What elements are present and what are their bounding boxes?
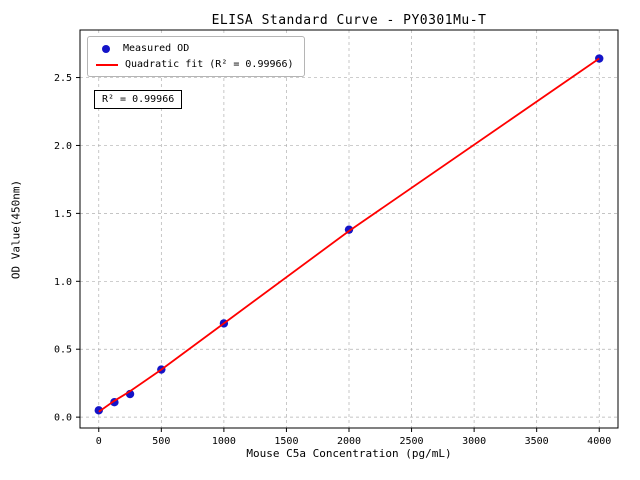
legend-label-fit: Quadratic fit (R² = 0.99966) xyxy=(125,59,294,70)
svg-text:0.5: 0.5 xyxy=(54,345,72,356)
x-axis-label: Mouse C5a Concentration (pg/mL) xyxy=(246,447,452,460)
svg-text:2.5: 2.5 xyxy=(54,73,72,84)
svg-text:2.0: 2.0 xyxy=(54,141,72,152)
svg-text:1500: 1500 xyxy=(274,436,298,447)
svg-text:3500: 3500 xyxy=(525,436,549,447)
legend: Measured OD Quadratic fit (R² = 0.99966) xyxy=(87,36,305,77)
svg-text:0: 0 xyxy=(96,436,102,447)
legend-marker-fit-icon xyxy=(96,63,118,66)
legend-item-measured: Measured OD xyxy=(96,43,294,54)
svg-text:4000: 4000 xyxy=(587,436,611,447)
svg-text:500: 500 xyxy=(152,436,170,447)
chart-title: ELISA Standard Curve - PY0301Mu-T xyxy=(211,13,487,28)
svg-text:2500: 2500 xyxy=(400,436,424,447)
legend-marker-measured-icon xyxy=(102,44,110,53)
y-axis-label: OD Value(450nm) xyxy=(9,179,23,280)
svg-text:1.0: 1.0 xyxy=(54,277,72,288)
svg-text:1.5: 1.5 xyxy=(54,209,72,220)
legend-item-fit: Quadratic fit (R² = 0.99966) xyxy=(96,59,294,70)
svg-text:2000: 2000 xyxy=(337,436,361,447)
data-point xyxy=(94,406,103,415)
fit-line xyxy=(98,57,600,413)
r-squared-annotation: R² = 0.99966 xyxy=(94,90,183,109)
svg-text:1000: 1000 xyxy=(212,436,236,447)
tick-labels: 0 500 1000 1500 2000 2500 3000 3500 4000 0.0 0.5 1.… xyxy=(54,73,611,447)
svg-text:0.0: 0.0 xyxy=(54,413,72,424)
legend-label-measured: Measured OD xyxy=(123,43,190,54)
svg-text:3000: 3000 xyxy=(462,436,486,447)
tick-marks xyxy=(76,77,600,432)
